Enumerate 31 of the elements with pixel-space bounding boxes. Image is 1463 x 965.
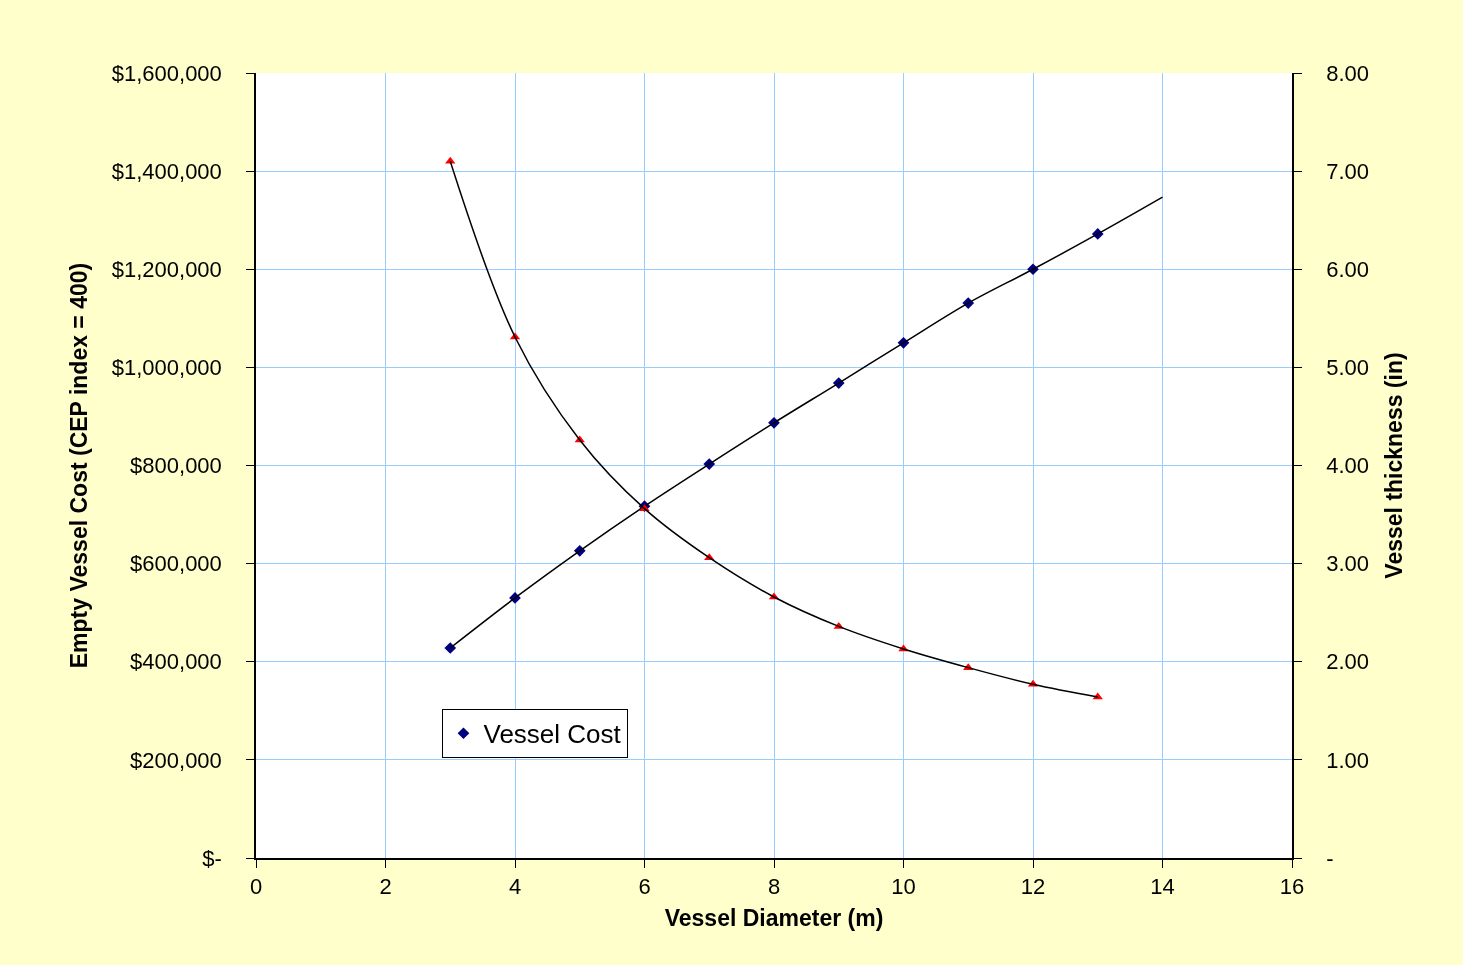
legend-label: Vessel Cost [483,719,622,750]
x-tick-label: 6 [638,874,651,900]
y-tick-label: $- [202,845,222,871]
x-axis-title: Vessel Diameter (m) [664,905,884,932]
x-tick-label: 2 [379,874,392,900]
y2-tick-label: 3.00 [1326,551,1369,577]
y2-tick-label: 1.00 [1326,747,1369,773]
y-tick-label: $1,600,000 [111,60,222,86]
y-axis-title: Empty Vessel Cost (CEP index = 400) [65,262,92,669]
x-tick-label: 8 [767,874,781,900]
y-tick-label: $200,000 [130,747,222,773]
x-tick-label: 0 [249,874,263,900]
x-tick-label: 4 [508,874,522,900]
y-tick-label: $1,200,000 [111,256,222,282]
y-tick-label: $1,400,000 [111,158,222,184]
y-tick-label: $600,000 [130,551,222,577]
y2-tick-label: - [1326,845,1334,871]
y-tick-label: $800,000 [130,453,222,479]
y-tick-label: $400,000 [130,649,222,675]
y2-tick-label: 6.00 [1326,256,1369,282]
y2-tick-label: 4.00 [1326,453,1369,479]
y2-tick-label: 7.00 [1326,158,1369,184]
y2-tick-label: 8.00 [1326,60,1369,86]
y2-axis-title: Vessel thickness (in) [1381,352,1408,579]
x-tick-label: 16 [1279,874,1305,900]
y2-tick-label: 2.00 [1326,649,1369,675]
x-tick-label: 14 [1150,874,1175,900]
x-tick-label: 10 [891,874,916,900]
x-tick-label: 12 [1020,874,1046,900]
y-tick-label: $1,000,000 [111,355,222,381]
y2-tick-label: 5.00 [1326,355,1369,381]
